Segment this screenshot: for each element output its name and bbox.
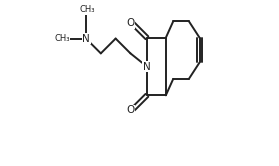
- Text: O: O: [126, 105, 134, 115]
- Text: O: O: [126, 18, 134, 28]
- Text: CH₃: CH₃: [54, 34, 70, 43]
- Text: CH₃: CH₃: [79, 5, 95, 14]
- Text: N: N: [82, 34, 90, 43]
- Text: N: N: [143, 62, 151, 72]
